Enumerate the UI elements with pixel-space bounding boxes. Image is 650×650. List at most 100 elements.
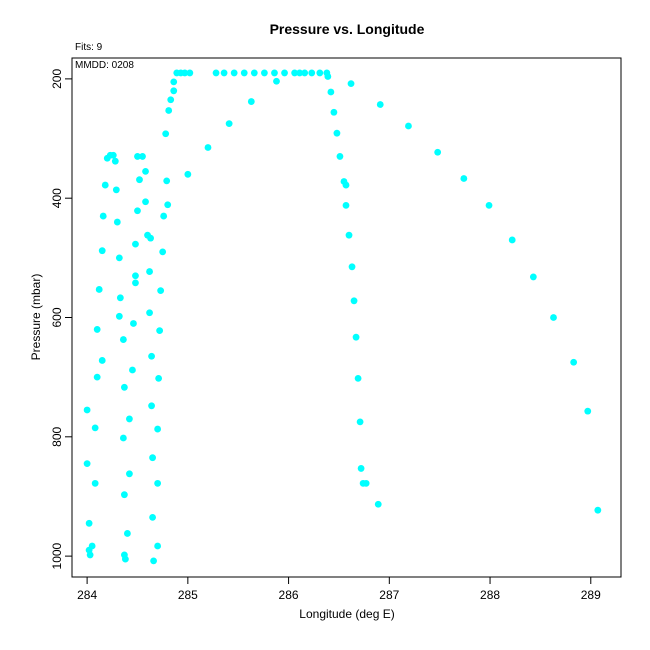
y-tick-label: 600	[50, 307, 64, 327]
data-point	[327, 88, 335, 96]
data-point	[134, 153, 141, 160]
y-axis-label: Pressure (mbar)	[29, 274, 43, 361]
data-point	[132, 240, 139, 248]
data-point	[120, 551, 128, 559]
data-point	[101, 181, 109, 189]
data-point	[91, 424, 99, 432]
data-point	[170, 87, 178, 95]
data-point	[134, 207, 141, 215]
data-point	[165, 107, 173, 114]
series-group	[112, 153, 149, 563]
data-point	[308, 69, 316, 77]
data-point	[204, 144, 212, 151]
data-point	[164, 201, 172, 209]
data-point	[529, 273, 537, 281]
plot-frame	[71, 57, 622, 578]
data-point	[301, 69, 309, 77]
data-point	[146, 309, 153, 317]
series-group	[347, 80, 602, 514]
data-point	[225, 120, 233, 128]
data-point	[186, 69, 194, 77]
data-point	[85, 519, 93, 527]
data-point	[155, 374, 163, 382]
data-point	[136, 176, 143, 184]
data-point	[550, 314, 557, 321]
data-point	[342, 201, 350, 209]
data-point	[330, 108, 338, 116]
data-point	[154, 479, 162, 487]
data-point	[93, 373, 101, 381]
mmdd-annotation: MMDD: 0208	[75, 60, 134, 71]
data-point	[124, 530, 131, 537]
x-tick-label: 285	[178, 588, 198, 602]
x-tick-label: 287	[379, 588, 399, 602]
data-point	[112, 186, 120, 194]
data-point	[142, 167, 149, 175]
data-point	[345, 231, 353, 239]
data-point	[99, 212, 107, 220]
data-point	[342, 181, 350, 189]
data-point	[142, 198, 149, 206]
data-point	[167, 96, 175, 104]
x-tick-label: 289	[581, 588, 601, 602]
data-point	[126, 470, 133, 478]
data-point	[336, 153, 344, 160]
data-point	[157, 287, 165, 295]
data-point	[348, 263, 356, 271]
data-point	[163, 177, 171, 185]
data-point	[570, 358, 578, 366]
data-point	[347, 80, 355, 88]
data-point	[148, 352, 155, 360]
data-point	[83, 406, 91, 414]
data-point	[584, 407, 592, 415]
data-point	[129, 366, 136, 374]
data-point	[116, 294, 124, 302]
data-point	[149, 513, 156, 521]
x-axis-label: Longitude (deg E)	[299, 607, 394, 621]
x-tick-label: 286	[279, 588, 299, 602]
chart-title: Pressure vs. Longitude	[270, 21, 425, 37]
data-point	[132, 272, 139, 280]
y-tick-label: 200	[50, 69, 64, 89]
series-group	[83, 151, 119, 559]
data-point	[181, 69, 189, 77]
series-group	[327, 88, 382, 508]
data-point	[149, 454, 156, 462]
data-point	[130, 320, 137, 327]
data-point	[120, 491, 128, 499]
data-point	[333, 129, 341, 137]
data-point	[126, 415, 133, 423]
x-axis: 284 285 286 287 288 289	[77, 576, 601, 602]
data-point	[93, 326, 101, 333]
data-point	[91, 479, 99, 487]
y-tick-label: 400	[50, 188, 64, 208]
data-point	[230, 69, 238, 77]
data-point	[220, 69, 228, 77]
data-point	[240, 69, 248, 77]
y-axis: 200 400 600 800 1000	[50, 69, 73, 569]
data-point	[374, 500, 382, 508]
data-point	[352, 333, 360, 341]
data-point	[115, 312, 123, 320]
data-point	[111, 157, 119, 165]
data-point	[95, 286, 103, 293]
data-point	[139, 153, 146, 160]
data-point	[296, 69, 304, 77]
data-point	[405, 122, 412, 130]
data-point	[154, 425, 162, 433]
x-tick-label: 284	[77, 588, 97, 602]
data-point	[273, 77, 280, 85]
data-point	[148, 402, 155, 410]
fits-annotation: Fits: 9	[75, 42, 103, 53]
data-point	[212, 69, 220, 77]
data-point	[356, 418, 364, 426]
data-point	[160, 212, 168, 220]
series-group	[184, 69, 332, 178]
data-point	[324, 73, 332, 80]
data-point	[250, 69, 258, 77]
data-point	[154, 542, 162, 550]
data-point	[150, 557, 157, 565]
data-point	[354, 374, 362, 382]
